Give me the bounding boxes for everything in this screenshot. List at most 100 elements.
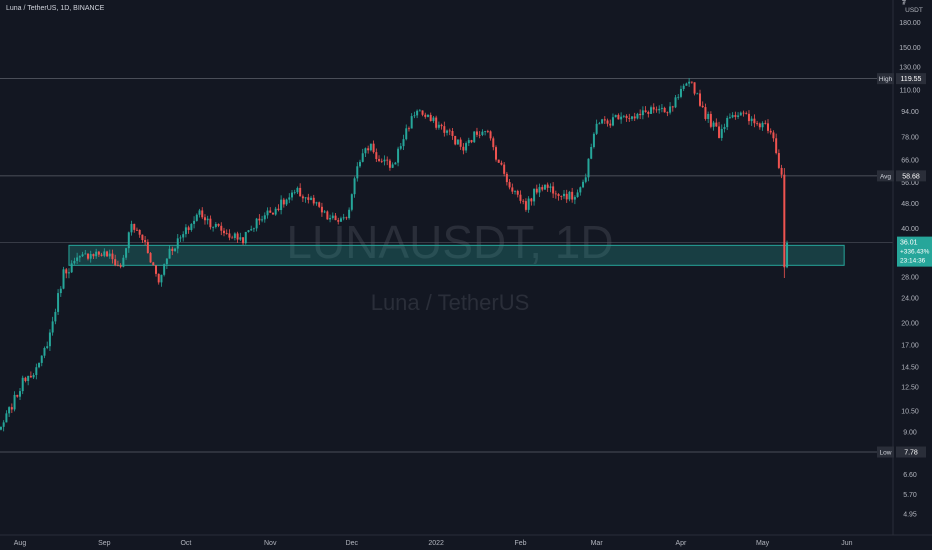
- candle-body: [429, 114, 432, 122]
- candle-body: [87, 253, 89, 259]
- candle-body: [244, 231, 247, 244]
- candle-body: [421, 110, 424, 115]
- candle-body: [116, 265, 119, 267]
- support-zone-rect: [68, 244, 845, 266]
- candle-body: [609, 123, 612, 126]
- candle-body: [530, 198, 533, 202]
- candle-body: [76, 257, 79, 261]
- candle-body: [405, 128, 408, 140]
- candle-body: [775, 138, 778, 154]
- candle-body: [595, 123, 598, 134]
- last-price-change: +336.43%: [900, 249, 930, 256]
- candle-body: [293, 192, 296, 194]
- candle-body: [46, 346, 49, 348]
- price-tick-label: 12.50: [901, 385, 919, 392]
- candle-body: [658, 108, 661, 111]
- candle-body: [674, 97, 677, 108]
- candle-body: [546, 184, 549, 188]
- candle-body: [563, 193, 565, 197]
- candle-body: [505, 173, 508, 183]
- candle-body: [437, 124, 440, 128]
- watermark-ticker: LUNAUSDT, 1D: [286, 216, 613, 268]
- candle-body: [258, 218, 261, 221]
- candle-body: [310, 197, 313, 200]
- candle-body: [620, 116, 623, 120]
- candle-body: [261, 219, 264, 221]
- candle-body: [715, 122, 718, 127]
- candle-body: [704, 107, 707, 119]
- candle-body: [718, 126, 721, 138]
- candle-body: [690, 81, 693, 83]
- candle-body: [70, 263, 73, 273]
- candle-body: [252, 228, 255, 230]
- candle-body: [165, 258, 168, 265]
- candle-body: [43, 347, 46, 356]
- candle-body: [410, 116, 413, 129]
- candle-body: [475, 131, 478, 135]
- candle-body: [288, 197, 291, 200]
- candle-body: [67, 272, 70, 274]
- last-price-value: 36.01: [900, 240, 918, 247]
- candle-body: [62, 269, 65, 289]
- candle-body: [326, 211, 329, 220]
- watermark: LUNAUSDT, 1D Luna / TetherUS: [286, 216, 613, 315]
- price-tick-label: 10.50: [901, 409, 919, 416]
- candle-body: [19, 391, 21, 397]
- candle-body: [446, 130, 449, 133]
- candle-body: [193, 220, 196, 224]
- candle-body: [380, 160, 383, 162]
- candle-body: [190, 223, 193, 230]
- candle-body: [603, 119, 606, 121]
- price-tick-label: 40.00: [901, 226, 919, 233]
- price-tick-label: 20.00: [901, 320, 919, 327]
- candle-body: [685, 83, 688, 86]
- candle-body: [312, 197, 315, 204]
- level-tag-label-bg: [877, 446, 894, 458]
- symbol-legend: Luna / TetherUS, 1D, BINANCE: [6, 5, 105, 12]
- last-price-countdown: 23:14:36: [900, 258, 926, 265]
- candle-body: [731, 115, 734, 118]
- time-tick-label: Sep: [98, 540, 111, 547]
- price-tick-label: 6.60: [903, 472, 917, 479]
- price-tick-label: 14.50: [901, 364, 919, 371]
- candle-body: [179, 237, 182, 239]
- candle-body: [233, 233, 236, 238]
- candle-body: [541, 187, 544, 190]
- candle-body: [160, 274, 163, 283]
- candle-body: [223, 230, 225, 234]
- price-axis-panel: [893, 0, 932, 550]
- currency-label: USDT: [905, 7, 923, 14]
- candle-body: [503, 164, 506, 174]
- candle-body: [84, 253, 87, 255]
- price-tick-label: 5.70: [903, 492, 917, 499]
- candle-body: [500, 162, 503, 165]
- candles: [0, 78, 789, 432]
- candle-body: [133, 223, 136, 230]
- candle-body: [187, 227, 190, 230]
- candle-body: [636, 113, 639, 119]
- candle-body: [767, 123, 769, 131]
- candle-body: [780, 167, 783, 175]
- candle-body: [699, 93, 701, 106]
- candle-body: [481, 131, 484, 135]
- candle-body: [301, 196, 304, 199]
- candle-body: [764, 122, 767, 124]
- time-tick-label: Dec: [346, 540, 359, 547]
- candle-body: [671, 106, 674, 108]
- candle-body: [677, 96, 680, 98]
- candle-body: [212, 226, 215, 228]
- candle-body: [250, 229, 253, 231]
- candle-body: [282, 199, 285, 205]
- candle-body: [372, 143, 375, 153]
- candle-body: [339, 218, 342, 222]
- price-tick-label: 28.00: [901, 275, 919, 282]
- price-tick-label: 78.00: [901, 134, 919, 141]
- candle-body: [111, 253, 114, 260]
- candle-body: [239, 237, 242, 240]
- candle-body: [182, 234, 185, 238]
- candle-body: [590, 146, 593, 159]
- candle-body: [478, 134, 481, 136]
